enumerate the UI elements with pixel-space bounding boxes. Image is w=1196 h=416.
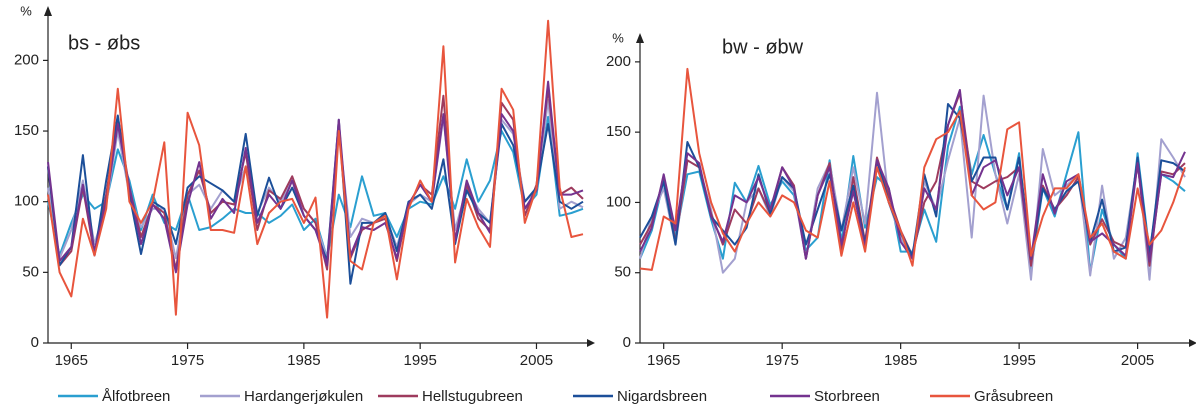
y-tick-label: 0 [31, 334, 39, 351]
y-tick-label: 100 [14, 193, 39, 210]
x-tick-label: 1975 [171, 352, 204, 369]
y-axis-arrow [636, 33, 644, 43]
y-tick-label: 100 [606, 193, 631, 210]
x-tick-label: 1995 [1002, 352, 1035, 369]
x-tick-label: 2005 [520, 352, 553, 369]
y-tick-label: 200 [14, 51, 39, 68]
y-tick-label: 150 [606, 123, 631, 140]
y-tick-label: 0 [623, 334, 631, 351]
legend-label: Hellstugubreen [422, 388, 523, 405]
data-line [47, 80, 584, 274]
y-axis-arrow [44, 6, 52, 16]
data-line [639, 67, 1186, 271]
legend-label: Gråsubreen [974, 388, 1053, 405]
chart-title: bs - øbs [68, 32, 140, 54]
x-tick-label: 1965 [647, 352, 680, 369]
data-line [47, 19, 584, 319]
y-axis-label: % [20, 3, 32, 18]
x-tick-label: 1985 [287, 352, 320, 369]
y-tick-label: 50 [614, 264, 631, 281]
legend-label: Hardangerjøkulen [244, 388, 363, 405]
data-line [639, 89, 1186, 263]
y-axis-label: % [612, 30, 624, 45]
legend-label: Ålfotbreen [102, 388, 170, 405]
x-axis-arrow [587, 339, 595, 347]
x-tick-label: 1985 [884, 352, 917, 369]
legend-label: Nigardsbreen [617, 388, 707, 405]
y-tick-label: 150 [14, 122, 39, 139]
x-tick-label: 1975 [765, 352, 798, 369]
x-tick-label: 1995 [403, 352, 436, 369]
x-tick-label: 1965 [55, 352, 88, 369]
y-tick-label: 200 [606, 53, 631, 70]
chart-title: bw - øbw [722, 36, 804, 58]
legend-label: Storbreen [814, 388, 880, 405]
x-axis-arrow [1189, 339, 1196, 347]
x-tick-label: 2005 [1121, 352, 1154, 369]
y-tick-label: 50 [22, 263, 39, 280]
